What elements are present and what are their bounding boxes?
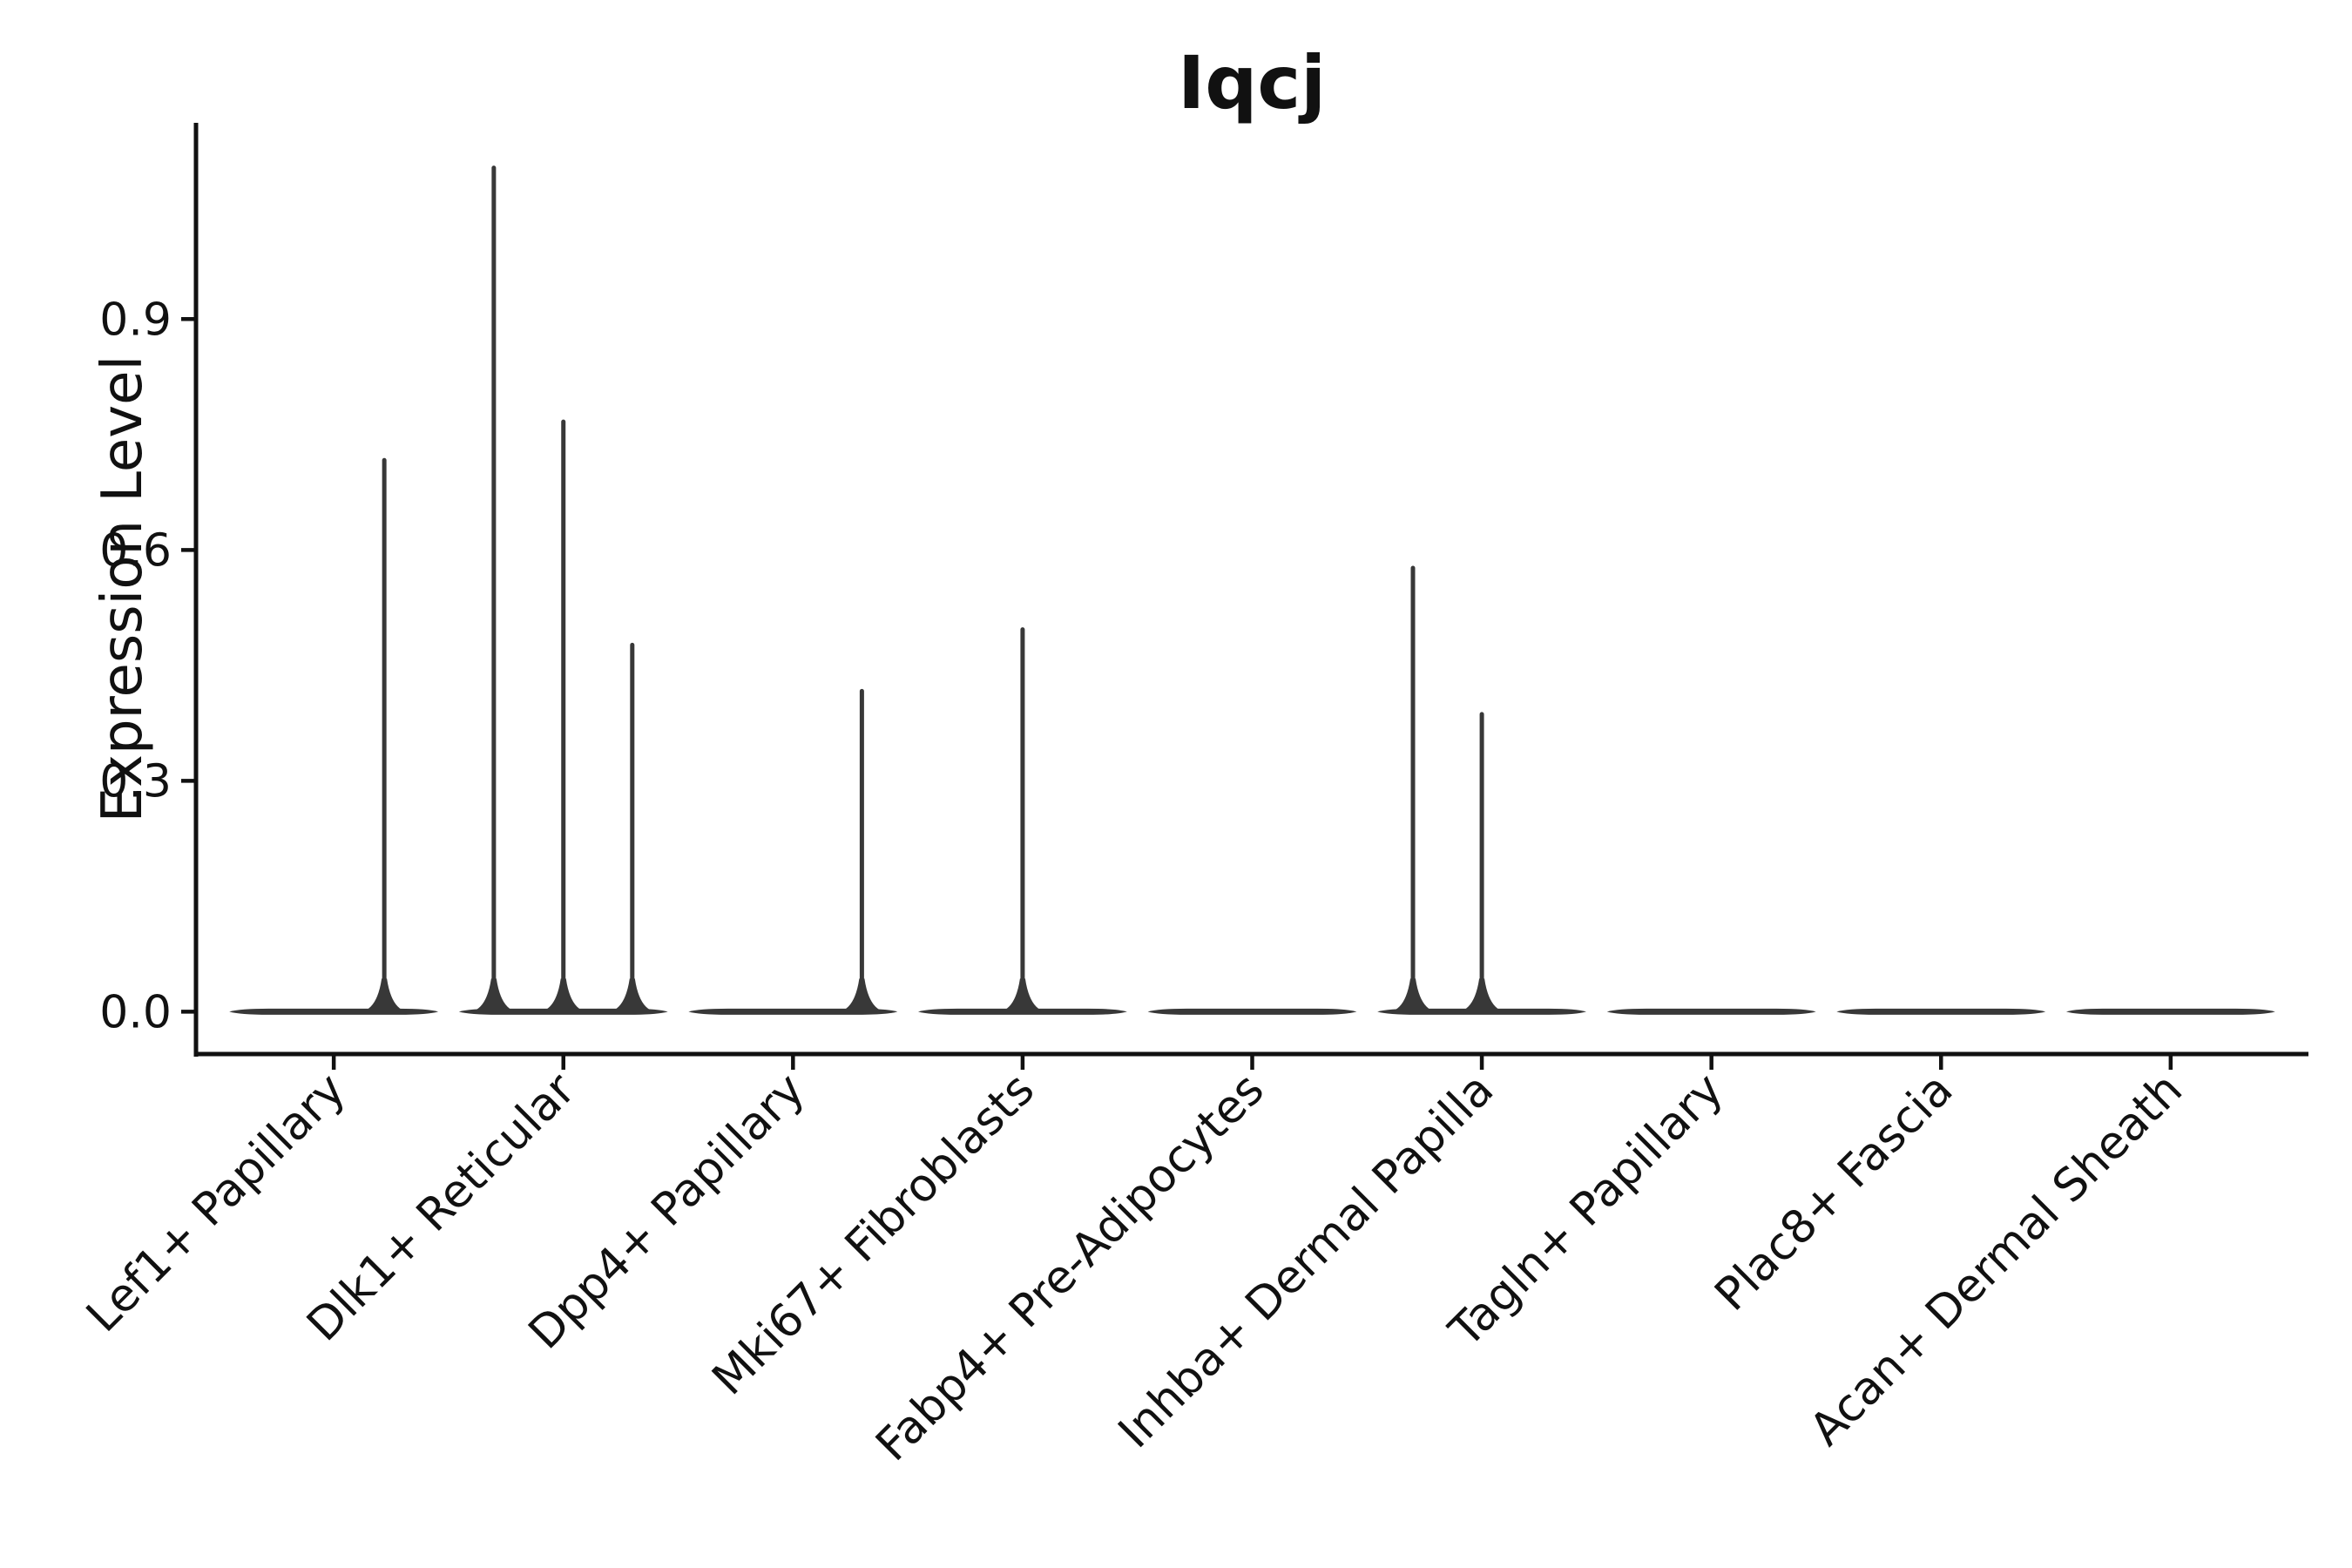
axis-layer bbox=[181, 123, 2308, 1070]
violin-base bbox=[2065, 1008, 2275, 1015]
y-tick-label: 0.0 bbox=[99, 986, 172, 1038]
x-tick-label: Plac8+ Fascia bbox=[1706, 1064, 1963, 1321]
y-axis-label: Expression Level bbox=[91, 355, 155, 823]
violin-base bbox=[1606, 1008, 1816, 1015]
x-tick-label: Fabp4+ Pre-Adipocytes bbox=[866, 1064, 1274, 1471]
violin-spike-flare bbox=[839, 978, 885, 1012]
violin-spike-flare bbox=[1459, 978, 1505, 1012]
violin-spike-flare bbox=[609, 978, 655, 1012]
x-tick-label: Inhba+ Dermal Papilla bbox=[1109, 1064, 1504, 1458]
violin-spike-flare bbox=[1390, 978, 1436, 1012]
violin-base bbox=[1147, 1008, 1357, 1015]
violin-spike-flare bbox=[540, 978, 586, 1012]
x-tick-label: Acan+ Dermal Sheath bbox=[1800, 1064, 2193, 1456]
y-tick-label: 0.6 bbox=[99, 524, 172, 577]
violin-layer bbox=[229, 166, 2275, 1015]
violin-spike-flare bbox=[999, 978, 1045, 1012]
y-tick-label: 0.9 bbox=[99, 294, 172, 346]
violin-spike-flare bbox=[362, 978, 408, 1012]
chart-title: Iqcj bbox=[1178, 40, 1326, 125]
y-tick-label: 0.3 bbox=[99, 755, 172, 808]
violin-spike-flare bbox=[470, 978, 517, 1012]
violin-base bbox=[1836, 1008, 2046, 1015]
